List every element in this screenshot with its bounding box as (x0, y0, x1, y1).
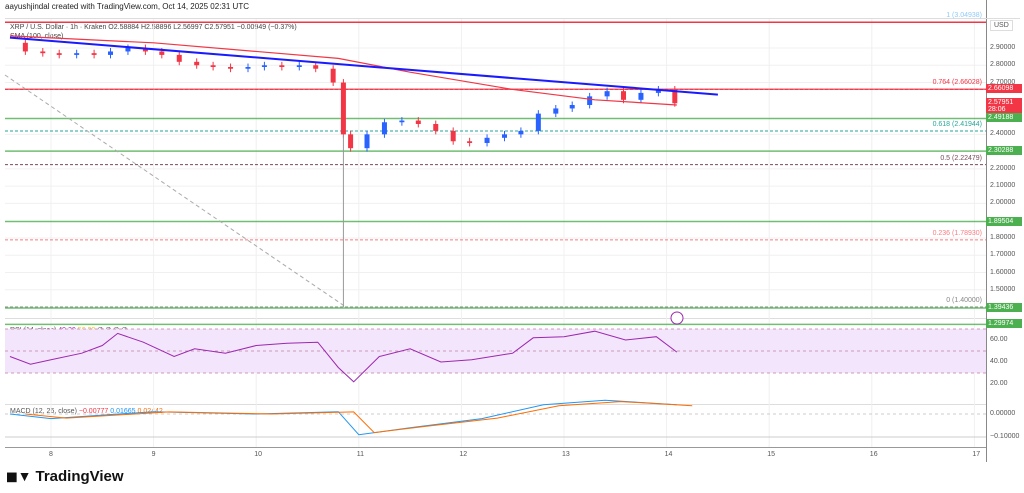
candle (22, 42, 28, 52)
candle (330, 68, 336, 83)
candle (569, 104, 575, 109)
price-tick: 1.70000 (990, 251, 1016, 259)
price-tag: 2.57951 28:06 (986, 98, 1022, 117)
candle (176, 54, 182, 62)
candle (553, 108, 559, 114)
candle (381, 122, 387, 135)
credit-text: aayushjindal created with TradingView.co… (5, 2, 249, 11)
sma-legend[interactable]: SMA (100, close) (10, 33, 64, 40)
fib-label: 0.5 (2.22479) (940, 154, 982, 162)
price-tag: 2.66098 (986, 84, 1022, 94)
price-tag: 1.39436 (986, 303, 1022, 313)
candle (194, 61, 200, 66)
date-tick: 14 (664, 451, 673, 458)
tradingview-logo: ◼▼ TradingView (6, 468, 124, 485)
candle (433, 123, 439, 131)
price-tick: 2.20000 (990, 164, 1016, 172)
candle (348, 134, 354, 149)
date-tick: 17 (972, 451, 981, 458)
macd-separator (5, 404, 986, 405)
fib-label: 0.764 (2.66028) (932, 79, 982, 87)
candle (364, 134, 370, 149)
fib-label: 0 (1.40000) (946, 297, 982, 305)
rsi-tick: 40.00 (990, 358, 1008, 365)
sma-line (9, 35, 677, 106)
candle (672, 89, 678, 104)
date-tick: 12 (459, 451, 468, 458)
rsi-tick: 20.00 (990, 380, 1008, 387)
rsi-tick: 60.00 (990, 336, 1008, 343)
candle (245, 66, 251, 69)
candle (638, 92, 644, 100)
currency-label[interactable]: USD (990, 20, 1013, 31)
price-tag: 2.49188 (986, 113, 1022, 123)
candle (340, 82, 346, 135)
time-axis-border (5, 447, 986, 448)
price-tick: 1.60000 (990, 268, 1016, 276)
price-tick: 2.90000 (990, 44, 1016, 51)
candle (450, 130, 456, 142)
candle (535, 113, 541, 131)
date-tick: 16 (869, 451, 878, 458)
trend-line (9, 36, 718, 96)
candle (296, 65, 302, 67)
candle (210, 65, 216, 67)
fib-trend-line (4, 74, 347, 308)
price-tick: 2.00000 (990, 199, 1016, 207)
price-axis-border (986, 0, 987, 462)
macd-signal-line (25, 401, 693, 434)
candle (484, 137, 490, 143)
candle (313, 65, 319, 69)
candle (91, 53, 97, 55)
fib-label: 0.618 (2.41944) (932, 120, 982, 128)
price-tick: 2.40000 (990, 130, 1016, 138)
date-tick: 13 (562, 451, 570, 458)
candle (518, 130, 524, 135)
event-icon (670, 311, 684, 325)
price-tick: 1.50000 (990, 285, 1016, 293)
rsi-band (5, 329, 986, 373)
price-tick: 2.80000 (990, 61, 1016, 69)
candle (74, 53, 80, 55)
fib-label: 1 (3.04938) (946, 12, 982, 20)
candle (501, 134, 507, 138)
macd-tick: 0.00000 (990, 410, 1016, 417)
price-tag: 1.89504 (986, 216, 1022, 226)
candle (279, 65, 285, 67)
candle (125, 48, 131, 52)
candle (621, 91, 627, 100)
candle (228, 66, 234, 69)
candle (40, 51, 46, 54)
candle (604, 91, 610, 97)
candle (142, 48, 148, 52)
macd-line (9, 399, 677, 436)
candle (108, 51, 114, 55)
candle (261, 65, 267, 67)
date-tick: 15 (767, 451, 775, 458)
price-tag: 1.29974 (986, 319, 1022, 329)
date-tick: 11 (356, 451, 365, 458)
candle (655, 89, 661, 93)
macd-tick: −0.10000 (990, 433, 1020, 440)
date-tick: 9 (151, 451, 156, 458)
rsi-line (9, 330, 678, 383)
price-tick: 2.70000 (990, 78, 1016, 86)
candle (415, 120, 421, 124)
price-tag: 2.30288 (986, 146, 1022, 156)
price-tick: 1.80000 (990, 233, 1016, 241)
date-tick: 10 (254, 451, 262, 458)
candle (467, 141, 473, 143)
date-tick: 8 (49, 451, 53, 458)
price-tick: 2.10000 (990, 182, 1016, 190)
fib-label: 0.236 (1.78930) (932, 229, 982, 237)
candle (587, 96, 593, 105)
candle (399, 120, 405, 123)
top-border (5, 18, 1020, 19)
rsi-separator (5, 318, 986, 319)
candle (56, 53, 62, 55)
candle (159, 51, 165, 55)
